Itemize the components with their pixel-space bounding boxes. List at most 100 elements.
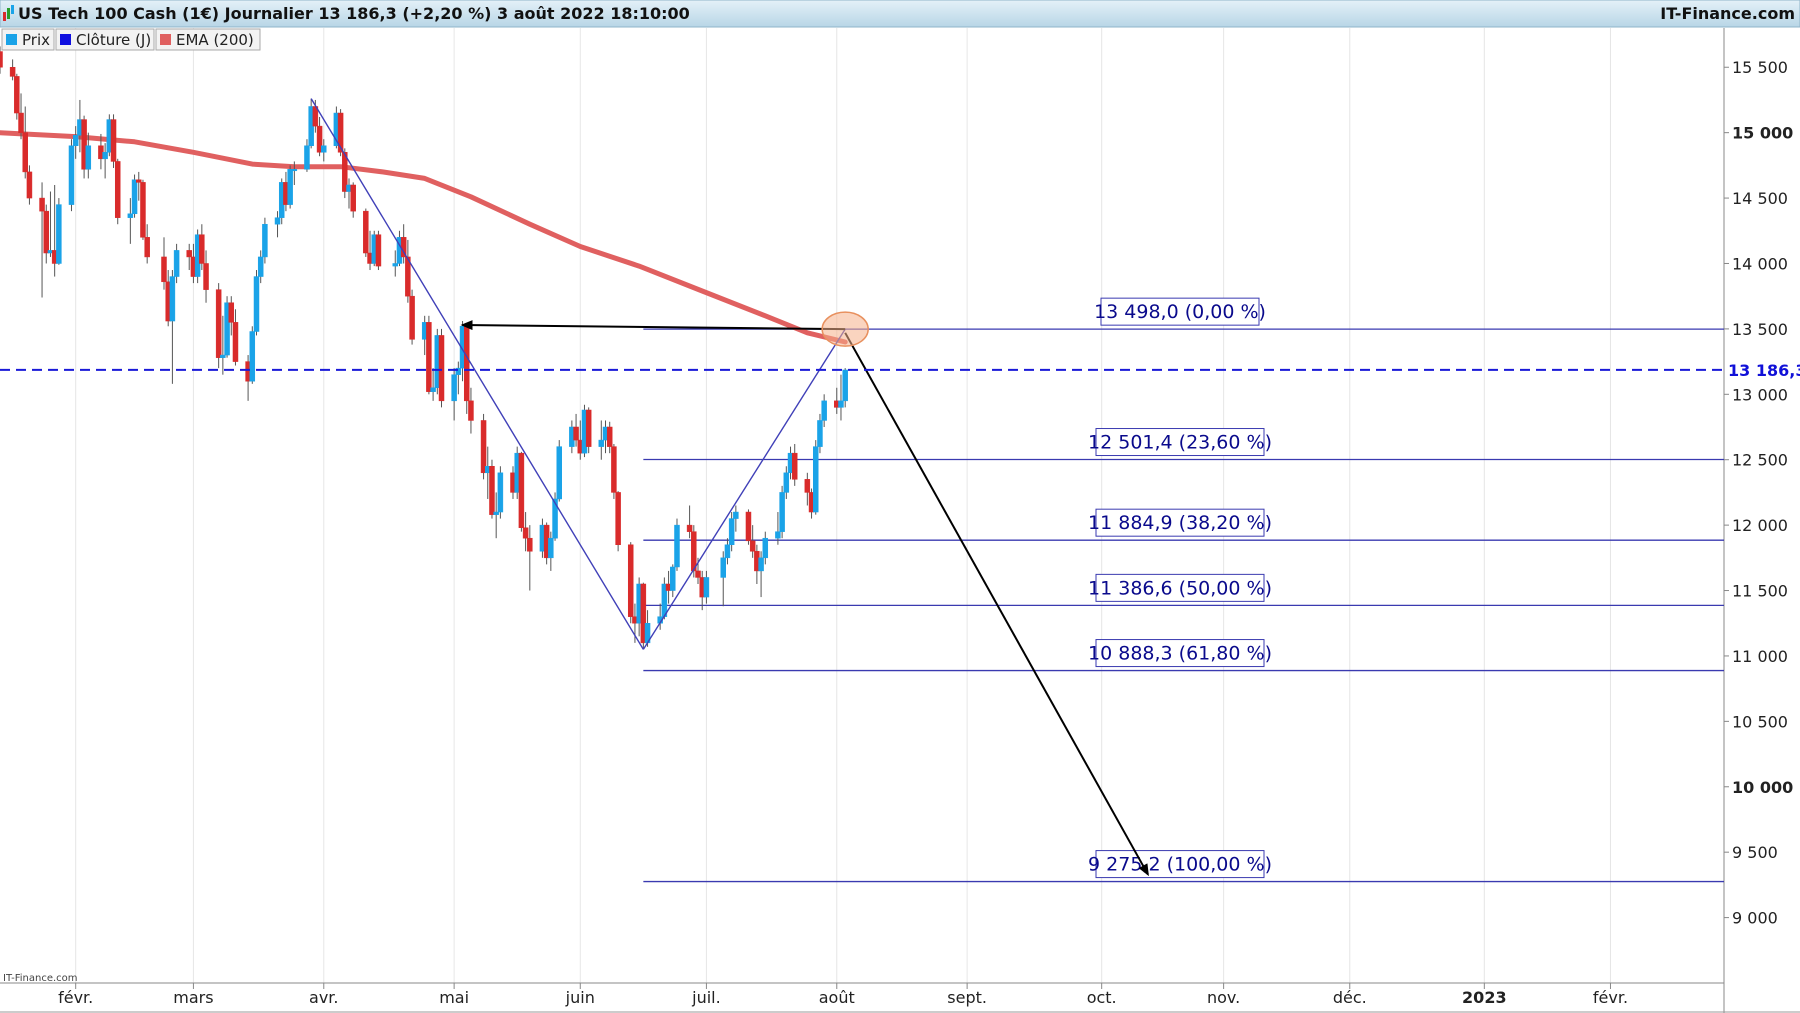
candle-body (430, 387, 436, 392)
fib-level-label: 9 275,2 (100,00 %) (1088, 854, 1272, 876)
candle-down (640, 582, 647, 650)
candle-body (779, 492, 785, 532)
candle-body (9, 66, 16, 77)
ema-200-line (0, 130, 848, 345)
arrow (460, 320, 846, 331)
candle-body (480, 420, 487, 474)
candle-down (438, 328, 445, 408)
candle-up (821, 394, 827, 428)
candle-up (812, 440, 819, 515)
y-tick-label: 9 000 (1732, 909, 1778, 928)
candle-body (674, 524, 680, 568)
title-bar (0, 0, 1800, 28)
candle-body (215, 289, 222, 358)
candle-up (451, 368, 457, 421)
candle-body (375, 234, 382, 267)
candle-body (695, 570, 701, 578)
candle-body (287, 169, 293, 205)
candle-body (228, 302, 235, 323)
legend: Prix Clôture (J) EMA (200) (1, 28, 261, 51)
candle-body (161, 256, 167, 283)
candle-body (842, 369, 848, 402)
y-tick-label: 10 500 (1732, 712, 1788, 731)
candle-down (745, 509, 752, 545)
candle-down (39, 182, 45, 298)
trend-line (642, 328, 846, 650)
candle-body (438, 335, 445, 402)
legend-label: Prix (22, 31, 50, 49)
legend-swatch (160, 34, 171, 45)
trend-line (310, 98, 644, 650)
x-tick-label: avr. (309, 988, 338, 1007)
candle-body (804, 479, 811, 493)
candle-body (131, 179, 138, 215)
chart-app-icon (3, 5, 14, 21)
candle-up (127, 198, 134, 244)
candle-up (56, 198, 62, 265)
candle-body (68, 145, 75, 205)
x-tick-label: nov. (1207, 988, 1240, 1007)
candle-down (136, 171, 142, 201)
candle-body (321, 145, 327, 153)
legend-swatch (60, 34, 71, 45)
legend-item: Prix (1, 28, 55, 51)
candle-body (733, 511, 739, 519)
candle-body (451, 374, 457, 402)
candle-body (291, 169, 298, 172)
candlesticks (0, 46, 848, 650)
candle-body (392, 263, 399, 267)
candle-up (783, 466, 790, 499)
candle-body (548, 537, 554, 559)
candle-body (199, 234, 205, 264)
ema-200-path (0, 130, 848, 345)
x-tick-label: déc. (1333, 988, 1367, 1007)
candle-down (375, 230, 382, 271)
candle-body (556, 446, 562, 500)
candle-body (127, 213, 134, 218)
candle-body (720, 557, 726, 578)
candle-body (838, 400, 844, 408)
candle-up (548, 531, 554, 571)
candle-down (186, 243, 192, 271)
candle-body (686, 524, 693, 532)
candle-body (749, 540, 756, 552)
candle-body (775, 531, 781, 539)
candle-body (342, 152, 348, 192)
candle-up (291, 161, 298, 185)
fib-level-label-box (1095, 428, 1265, 457)
candle-body (791, 452, 798, 480)
candle-body (224, 302, 230, 356)
candle-down (573, 413, 579, 447)
candle-up (392, 250, 399, 277)
candle-up (131, 174, 138, 218)
candle-up (85, 132, 92, 179)
candle-down (804, 472, 811, 506)
candle-body (615, 492, 621, 545)
candle-up (253, 270, 260, 336)
candle-up (173, 243, 180, 284)
candle-body (640, 583, 647, 644)
x-tick-label: juin (565, 988, 595, 1007)
candle-body (220, 354, 226, 358)
candle-body (493, 511, 499, 515)
candle-body (350, 184, 356, 212)
candle-body (140, 182, 146, 238)
candle-up (724, 538, 731, 565)
candle-body (114, 161, 121, 218)
gridlines (75, 28, 1611, 983)
candle-body (173, 250, 180, 277)
legend-label: EMA (200) (176, 31, 254, 49)
candle-down (350, 182, 356, 218)
x-tick-label: juil. (691, 988, 721, 1007)
candle-body (627, 544, 634, 617)
candle-body (724, 544, 731, 559)
candle-body (232, 322, 239, 362)
candle-down (627, 542, 634, 624)
candle-up (274, 211, 281, 238)
candle-down (468, 387, 474, 434)
candle-body (257, 256, 264, 277)
candle-down (26, 165, 33, 205)
candle-body (489, 466, 495, 515)
candle-body (552, 498, 558, 539)
